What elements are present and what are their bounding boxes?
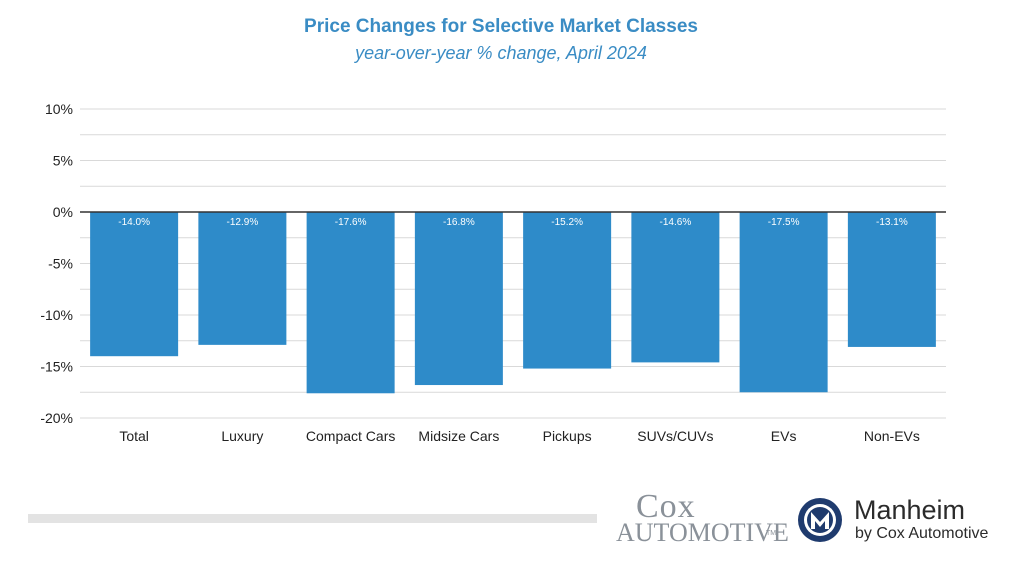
cox-automotive-logo: Cox AUTOMOTIVE TM <box>616 488 789 548</box>
data-label: -14.6% <box>660 217 692 228</box>
y-tick-label: 0% <box>53 204 73 220</box>
manheim-logo-name: Manheim <box>854 495 966 525</box>
chart-title: Price Changes for Selective Market Class… <box>304 16 698 37</box>
y-tick-label: -15% <box>40 359 73 375</box>
x-tick-label: EVs <box>771 428 797 444</box>
x-tick-label: Luxury <box>221 428 263 444</box>
bar <box>631 212 720 363</box>
manheim-m-icon <box>798 498 842 542</box>
data-label: -15.2% <box>551 217 583 228</box>
x-tick-label: Midsize Cars <box>418 428 499 444</box>
manheim-logo-subtitle: by Cox Automotive <box>855 525 989 542</box>
manheim-logo: Manheim by Cox Automotive <box>796 496 1006 548</box>
cox-logo-trademark: TM <box>766 530 777 537</box>
labels: 10% 5% 0% -5% -10% -15% -20% -14.0% Total -12.9% L… <box>40 101 920 444</box>
bar <box>414 212 503 386</box>
bar <box>523 212 612 369</box>
bar <box>90 212 179 357</box>
cox-logo-automotive: AUTOMOTIVE <box>616 518 789 547</box>
data-label: -13.1% <box>876 217 908 228</box>
data-label: -14.0% <box>118 217 150 228</box>
chart-subtitle: year-over-year % change, April 2024 <box>355 43 647 63</box>
x-tick-label: Compact Cars <box>306 428 395 444</box>
y-tick-label: 10% <box>45 101 73 117</box>
data-label: -17.5% <box>768 217 800 228</box>
data-label: -12.9% <box>227 217 259 228</box>
x-tick-label: Total <box>119 428 149 444</box>
bar <box>198 212 287 345</box>
data-label: -17.6% <box>335 217 367 228</box>
x-tick-label: SUVs/CUVs <box>637 428 713 444</box>
y-tick-label: -5% <box>48 256 73 272</box>
y-tick-label: -20% <box>40 410 73 426</box>
bars <box>90 212 936 394</box>
bar <box>847 212 936 347</box>
x-tick-label: Non-EVs <box>864 428 920 444</box>
x-tick-label: Pickups <box>543 428 592 444</box>
bar <box>739 212 828 393</box>
y-tick-label: 5% <box>53 153 73 169</box>
footer-divider-bar <box>28 514 597 523</box>
bar <box>306 212 395 394</box>
cox-logo-word: Cox <box>636 488 696 525</box>
data-label: -16.8% <box>443 217 475 228</box>
y-tick-label: -10% <box>40 307 73 323</box>
